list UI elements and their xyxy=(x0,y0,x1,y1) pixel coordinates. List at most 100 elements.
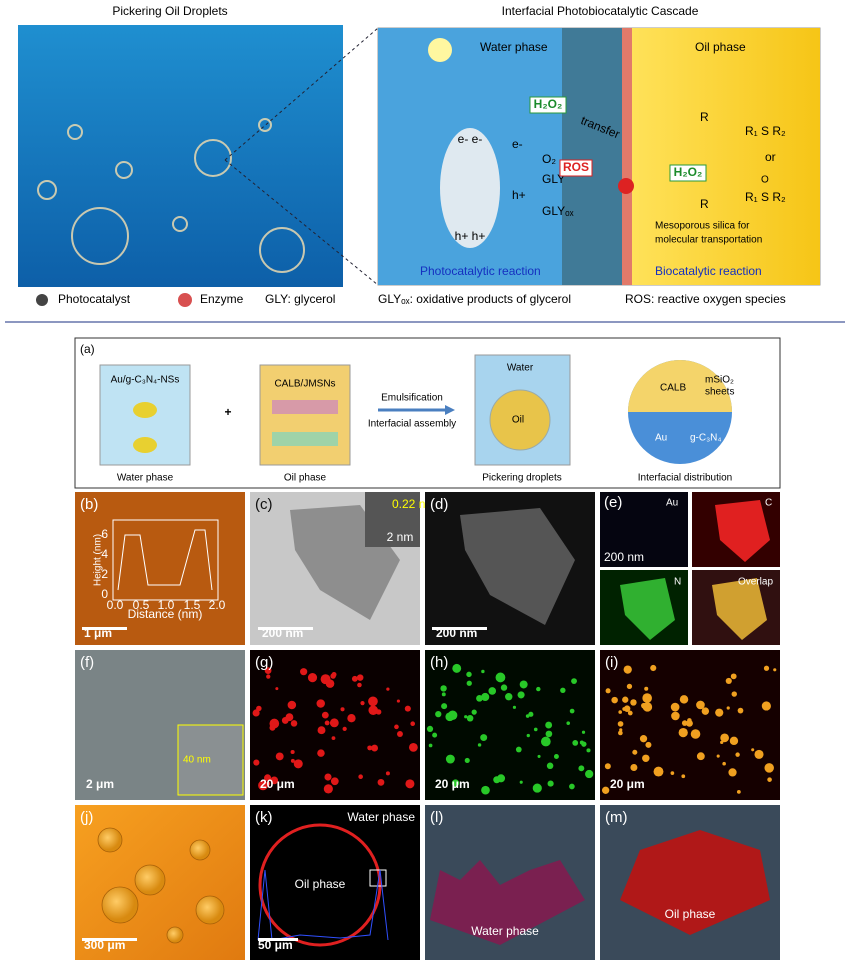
particle xyxy=(650,664,657,672)
particle xyxy=(571,678,577,685)
particle xyxy=(764,763,774,773)
particle xyxy=(627,710,633,716)
label: or xyxy=(765,150,776,164)
label: H₂O₂ xyxy=(674,165,703,179)
scale-bar xyxy=(432,627,487,630)
label: Biocatalytic reaction xyxy=(655,264,762,278)
particle xyxy=(623,705,631,712)
particle xyxy=(512,705,517,709)
particle xyxy=(287,700,297,710)
particle xyxy=(578,765,585,772)
tick: 4 xyxy=(101,547,108,561)
particle xyxy=(547,780,554,787)
tick: 1.5 xyxy=(184,598,201,612)
particle xyxy=(488,687,497,695)
particle xyxy=(428,743,433,748)
particle xyxy=(477,743,482,747)
particle xyxy=(686,719,693,727)
panel-label: (i) xyxy=(605,654,618,671)
au xyxy=(133,437,157,453)
particle xyxy=(270,776,279,785)
particle xyxy=(293,759,303,769)
particle xyxy=(545,730,553,738)
particle xyxy=(394,724,399,730)
particle xyxy=(264,774,272,782)
label: Water phase xyxy=(347,810,415,824)
particle xyxy=(545,721,553,729)
label: 0.22 nm xyxy=(392,497,435,511)
particle xyxy=(569,783,575,790)
particle xyxy=(495,672,506,683)
particle xyxy=(670,702,680,712)
icon xyxy=(178,293,192,307)
particle xyxy=(622,696,629,703)
label: Interfacial distribution xyxy=(638,473,733,484)
particle xyxy=(773,668,777,672)
droplet-edge xyxy=(258,823,382,947)
particle xyxy=(586,748,591,753)
particle xyxy=(536,686,541,692)
label: Water phase xyxy=(117,473,174,484)
particle xyxy=(537,754,541,758)
bubbles xyxy=(37,118,305,273)
badge xyxy=(669,164,707,182)
particle xyxy=(340,707,345,712)
particle xyxy=(679,695,689,704)
particle xyxy=(481,785,490,795)
tick: 2 xyxy=(101,567,108,581)
particle xyxy=(265,781,271,787)
particle xyxy=(690,729,701,739)
label: CALB/JMSNs xyxy=(274,379,335,390)
particle xyxy=(716,754,720,758)
particle xyxy=(435,710,442,718)
label: Au/g-C₃N₄-NSs xyxy=(111,375,180,386)
particle xyxy=(726,706,730,710)
label: Oil phase xyxy=(695,40,746,54)
label: 40 nm xyxy=(183,755,211,766)
particle xyxy=(645,741,652,748)
particle xyxy=(300,668,308,676)
particle xyxy=(715,708,724,717)
particle xyxy=(553,754,559,759)
particle xyxy=(377,778,385,786)
particle xyxy=(357,682,362,688)
particle xyxy=(481,692,490,702)
label: + xyxy=(224,405,231,419)
label: Water phase xyxy=(471,924,539,938)
label: e- e- xyxy=(458,132,483,146)
particle xyxy=(572,740,579,746)
arrow-head xyxy=(445,405,455,415)
particle xyxy=(730,673,737,680)
panel-label: (a) xyxy=(80,342,95,356)
zoom-line xyxy=(224,27,379,161)
particle xyxy=(269,724,276,731)
particle xyxy=(358,774,363,780)
particle xyxy=(642,754,650,763)
particle xyxy=(619,728,623,732)
label: Oil phase xyxy=(665,907,716,921)
icon xyxy=(36,294,48,306)
particle xyxy=(464,757,470,764)
particle xyxy=(331,736,336,741)
particle xyxy=(285,713,294,722)
particle xyxy=(252,709,260,717)
droplet xyxy=(489,389,551,451)
particle xyxy=(533,727,538,732)
particle xyxy=(371,744,379,752)
label: Au xyxy=(666,498,678,509)
afm-image xyxy=(75,492,245,645)
particle xyxy=(720,733,729,743)
particle xyxy=(601,786,610,794)
panel-label: (h) xyxy=(430,654,448,671)
particle xyxy=(618,730,623,736)
particle xyxy=(681,774,686,779)
particle xyxy=(481,669,485,674)
particle xyxy=(505,693,513,701)
particle xyxy=(528,711,534,717)
particle xyxy=(560,687,566,694)
particle xyxy=(611,696,618,704)
silica-layer xyxy=(562,28,630,285)
particle xyxy=(519,780,523,784)
particle xyxy=(532,783,542,793)
particle xyxy=(581,730,586,734)
